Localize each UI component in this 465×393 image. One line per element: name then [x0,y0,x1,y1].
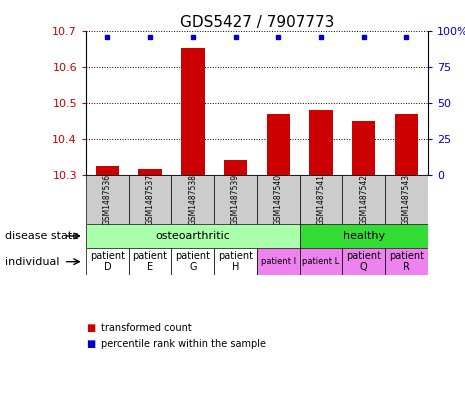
Text: patient L: patient L [302,257,339,266]
Title: GDS5427 / 7907773: GDS5427 / 7907773 [180,15,334,30]
Bar [266,114,290,174]
Text: GSM1487537: GSM1487537 [146,174,154,225]
Text: GSM1487541: GSM1487541 [317,174,326,224]
Text: GSM1487540: GSM1487540 [274,174,283,225]
Bar [299,174,342,224]
Bar [224,160,247,174]
Text: patient I: patient I [261,257,296,266]
Bar [299,248,342,275]
Bar [139,169,162,174]
Bar [214,248,257,275]
Bar [214,174,257,224]
Bar [86,174,129,224]
Bar [352,121,375,174]
Text: osteoarthritic: osteoarthritic [155,231,230,241]
Bar [96,165,119,174]
Text: patient
Q: patient Q [346,251,381,272]
Text: GSM1487543: GSM1487543 [402,174,411,225]
Text: patient
R: patient R [389,251,424,272]
Text: GSM1487542: GSM1487542 [359,174,368,224]
Bar [86,248,129,275]
Text: individual: individual [5,257,59,267]
Text: transformed count: transformed count [101,323,192,333]
Text: GSM1487538: GSM1487538 [188,174,197,224]
Bar [172,248,214,275]
Bar [172,174,214,224]
Text: GSM1487536: GSM1487536 [103,174,112,225]
Text: ■: ■ [86,339,95,349]
Bar [299,224,428,248]
Bar [385,174,428,224]
Text: patient
D: patient D [90,251,125,272]
Bar [181,48,205,174]
Bar [129,248,172,275]
Text: patient
E: patient E [133,251,167,272]
Bar [395,114,418,174]
Bar [86,224,299,248]
Text: disease state: disease state [5,231,79,241]
Text: healthy: healthy [343,231,385,241]
Bar [342,174,385,224]
Text: percentile rank within the sample: percentile rank within the sample [101,339,266,349]
Text: GSM1487539: GSM1487539 [231,174,240,225]
Text: patient
H: patient H [218,251,253,272]
Bar [385,248,428,275]
Text: ■: ■ [86,323,95,333]
Text: patient
G: patient G [175,251,210,272]
Bar [129,174,172,224]
Bar [309,110,333,174]
Bar [342,248,385,275]
Bar [257,174,299,224]
Bar [257,248,299,275]
